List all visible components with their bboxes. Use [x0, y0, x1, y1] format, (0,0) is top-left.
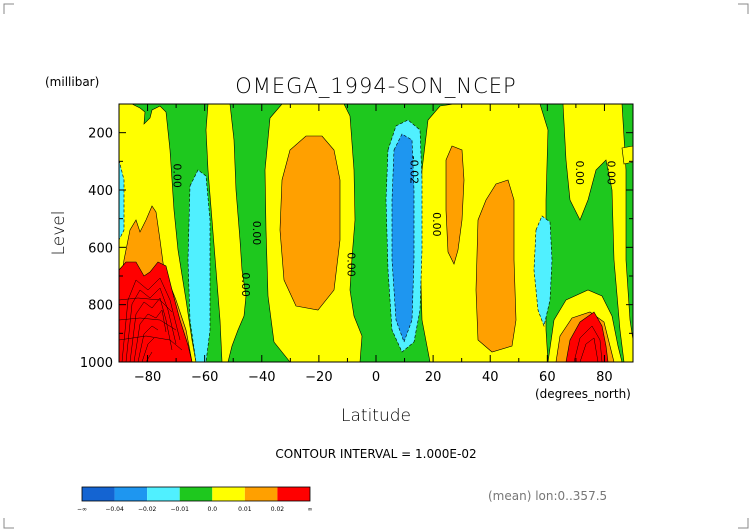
colorbar-swatch — [147, 487, 180, 501]
region-yellow-sh-mid-a — [205, 104, 247, 362]
contour-label: 0.00 — [239, 272, 252, 297]
region-cyan-edge — [119, 159, 125, 241]
region-cyan-nh — [533, 215, 553, 328]
region-yellow-nh-upper — [562, 104, 633, 362]
plot-area: 0.00 0.00 0.00 0.00 -0.02 0.00 0.00 0.00 — [119, 104, 633, 362]
footnote: (mean) lon:0..357.5 — [488, 489, 607, 503]
contour-lines-sh-polar — [119, 277, 183, 362]
colorbar-label: 0.01 — [238, 506, 252, 513]
colorbar-label: ∞ — [308, 506, 313, 513]
y-tick-label: 400 — [88, 184, 113, 199]
x-tick-label: 60 — [539, 370, 556, 385]
colorbar-label: 0.0 — [208, 506, 218, 513]
contour-label: 0.00 — [344, 252, 357, 277]
contour-label: 0.00 — [430, 212, 443, 237]
contour-labels: 0.00 0.00 0.00 0.00 -0.02 0.00 0.00 0.00 — [170, 156, 617, 297]
colorbar-label: −∞ — [77, 506, 87, 513]
chart-title: OMEGA_1994-SON_NCEP — [235, 74, 516, 98]
colorbar-label: −0.02 — [138, 506, 157, 513]
x-tick-label: −80 — [134, 370, 161, 385]
region-blue-tropics — [391, 133, 415, 343]
contour-label: 0.00 — [250, 221, 263, 246]
x-tick-label: −20 — [305, 370, 332, 385]
contour-label: 0.00 — [170, 163, 183, 188]
colorbar-swatch — [179, 487, 213, 501]
region-yellow-right-edge — [621, 145, 633, 165]
colorbar-swatch — [114, 487, 148, 501]
colorbar-label: −0.04 — [105, 506, 124, 513]
x-unit-label: (degrees_north) — [535, 387, 631, 401]
corner-marks — [3, 3, 749, 529]
contour-label: -0.02 — [407, 156, 420, 184]
contour-label: 0.00 — [604, 161, 617, 186]
region-orange-sh-sub — [279, 135, 341, 311]
colorbar: −∞ −0.04 −0.02 −0.01 0.0 0.01 0.02 ∞ — [77, 486, 313, 513]
y-unit-label: (millibar) — [45, 75, 99, 89]
x-tick-label: −40 — [248, 370, 275, 385]
x-tick-label: −60 — [191, 370, 218, 385]
colorbar-swatch — [277, 487, 310, 501]
colorbar-swatch — [212, 487, 245, 501]
y-tick-label: 600 — [88, 241, 113, 256]
x-tick-label: 80 — [596, 370, 613, 385]
colorbar-swatch — [244, 487, 278, 501]
x-axis: −80 −60 −40 −20 0 20 40 60 80 — [118, 104, 634, 385]
contour-label: 0.00 — [573, 161, 586, 186]
colorbar-label: −0.01 — [171, 506, 190, 513]
y-tick-label: 800 — [88, 299, 113, 314]
x-tick-label: 0 — [372, 370, 380, 385]
y-axis-title: Level — [49, 211, 69, 256]
x-axis-title: Latitude — [341, 406, 411, 426]
y-tick-label: 1000 — [80, 356, 113, 371]
colorbar-label: 0.02 — [271, 506, 285, 513]
region-cyan-sh — [187, 169, 211, 362]
x-tick-label: 20 — [425, 370, 442, 385]
region-orange-nh-b — [475, 179, 517, 353]
y-tick-label: 200 — [88, 127, 113, 142]
contour-interval-note: CONTOUR INTERVAL = 1.000E-02 — [275, 447, 476, 461]
colorbar-frame — [81, 486, 311, 502]
contour-lines-nh-polar — [573, 325, 603, 362]
region-red-nh-polar — [565, 311, 609, 362]
colorbar-swatch — [82, 487, 115, 501]
x-tick-label: 40 — [482, 370, 499, 385]
region-red-sh-polar — [119, 261, 193, 362]
region-orange-nh-a — [445, 145, 465, 265]
y-axis: 200 400 600 800 1000 — [80, 103, 633, 371]
